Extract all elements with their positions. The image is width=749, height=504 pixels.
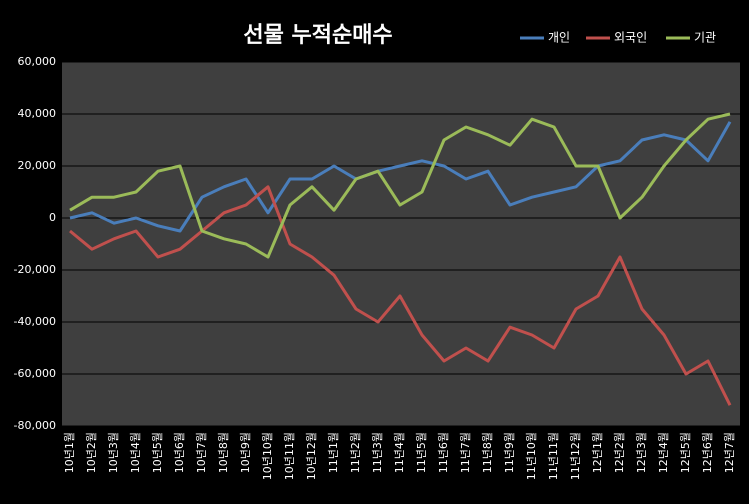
x-tick-label: 11년9월 xyxy=(503,432,516,473)
x-tick-label: 12년6월 xyxy=(701,432,714,473)
x-tick-label: 10년5월 xyxy=(151,432,164,473)
y-tick-label: -20,000 xyxy=(14,263,56,276)
x-tick-label: 10년2월 xyxy=(85,432,98,473)
x-tick-label: 10년11월 xyxy=(283,432,296,480)
x-tick-label: 11년4월 xyxy=(393,432,406,473)
plot-area xyxy=(62,62,740,426)
x-tick-label: 10년10월 xyxy=(261,432,274,480)
x-tick-label: 11년8월 xyxy=(481,432,494,473)
x-tick-label: 11년10월 xyxy=(525,432,538,480)
x-tick-label: 12년3월 xyxy=(635,432,648,473)
x-tick-label: 11년3월 xyxy=(371,432,384,473)
x-tick-label: 11년7월 xyxy=(459,432,472,473)
series-line xyxy=(69,112,731,259)
legend-label: 기관 xyxy=(694,31,716,45)
legend-label: 외국인 xyxy=(614,31,647,45)
x-tick-label: 12년7월 xyxy=(723,432,736,473)
legend-label: 개인 xyxy=(548,31,570,45)
x-tick-label: 10년7월 xyxy=(195,432,208,473)
x-tick-label: 12년4월 xyxy=(657,432,670,473)
y-tick-label: -80,000 xyxy=(14,419,56,432)
x-tick-label: 11년5월 xyxy=(415,432,428,473)
series-line xyxy=(69,185,732,406)
x-tick-label: 11년12월 xyxy=(569,432,582,480)
x-tick-label: 10년8월 xyxy=(217,432,230,473)
x-tick-label: 12년5월 xyxy=(679,432,692,473)
y-tick-label: 0 xyxy=(49,211,56,224)
x-tick-label: 12년2월 xyxy=(613,432,626,473)
y-tick-label: -60,000 xyxy=(14,367,56,380)
y-tick-label: 60,000 xyxy=(18,55,57,68)
y-tick-label: 20,000 xyxy=(18,159,57,172)
x-tick-label: 11년1월 xyxy=(327,432,340,473)
x-tick-label: 10년6월 xyxy=(173,432,186,473)
x-tick-label: 10년12월 xyxy=(305,432,318,480)
series-line xyxy=(69,121,732,233)
x-tick-label: 10년3월 xyxy=(107,432,120,473)
x-tick-label: 12년1월 xyxy=(591,432,604,473)
y-tick-label: -40,000 xyxy=(14,315,56,328)
x-tick-label: 11년11월 xyxy=(547,432,560,480)
chart-title: 선물 누적순매수 xyxy=(243,23,392,48)
x-tick-label: 11년6월 xyxy=(437,432,450,473)
x-tick-label: 10년1월 xyxy=(63,432,76,473)
y-tick-label: 40,000 xyxy=(18,107,57,120)
x-tick-label: 10년9월 xyxy=(239,432,252,473)
x-tick-label: 10년4월 xyxy=(129,432,142,473)
x-tick-label: 11년2월 xyxy=(349,432,362,473)
